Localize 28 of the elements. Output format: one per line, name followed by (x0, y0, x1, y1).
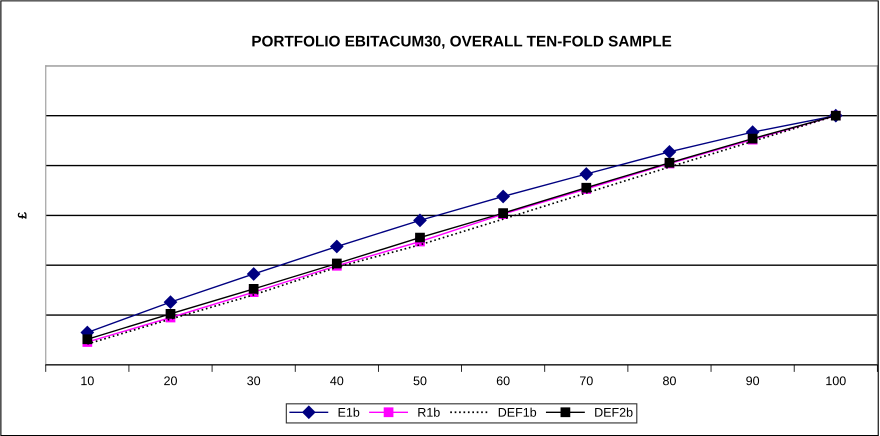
x-tick-label: 40 (330, 376, 344, 386)
x-tick-label: 30 (247, 376, 260, 386)
y-axis-title: £ (18, 212, 26, 219)
legend-label: R1b (418, 408, 440, 417)
chart-title: PORTFOLIO EBITACUM30, OVERALL TEN-FOLD SAMPLE (252, 36, 672, 49)
x-tick-label: 100 (826, 376, 846, 386)
x-tick-label: 10 (81, 376, 94, 386)
point (496, 190, 510, 204)
point (332, 258, 342, 268)
x-tick-label: 50 (414, 376, 426, 386)
x-tick-label: 80 (663, 376, 676, 386)
x-tick-label: 70 (580, 376, 593, 386)
point (413, 214, 427, 227)
point (164, 296, 178, 309)
point (330, 240, 344, 254)
legend-label: E1b (338, 408, 360, 417)
point (247, 267, 260, 281)
legend-label: DEF2b (595, 408, 633, 417)
point (166, 308, 176, 319)
x-tick-label: 60 (496, 376, 510, 386)
point (415, 232, 425, 242)
point (82, 334, 92, 344)
point (248, 284, 259, 294)
x-tick-label: 20 (164, 376, 177, 386)
point (662, 145, 676, 158)
point (580, 167, 593, 181)
legend-label: DEF1b (498, 408, 536, 417)
x-tick-label: 90 (746, 376, 760, 386)
